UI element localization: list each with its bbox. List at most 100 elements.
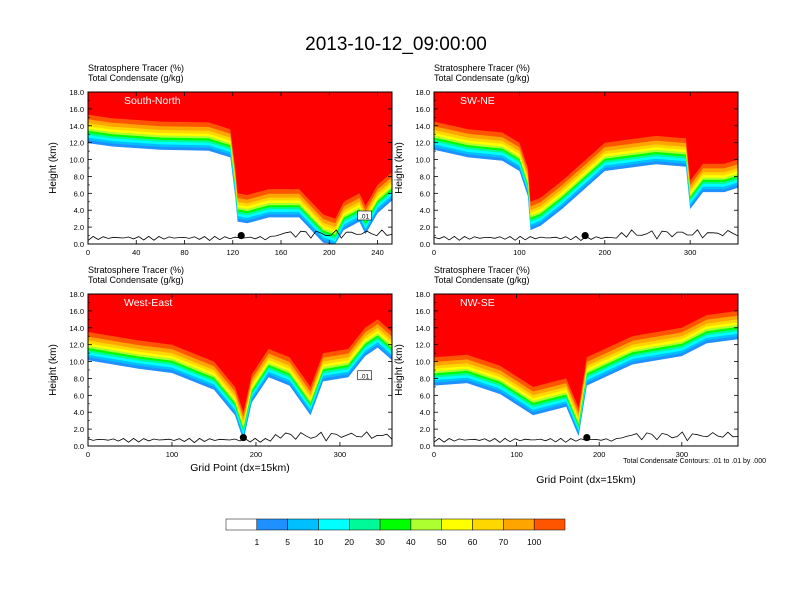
panel-1-tracer-label: Stratosphere Tracer (%): [88, 63, 184, 73]
panel-4-condensate-label: Total Condensate (g/kg): [434, 275, 530, 285]
colorbar-swatch: [379, 518, 412, 531]
colorbar-level-label: 40: [406, 537, 416, 547]
panel-2-condensate-label: Total Condensate (g/kg): [434, 73, 530, 83]
panel-1-ytick-label: 8.0: [74, 172, 84, 181]
panel-3-xtick-label: 100: [166, 450, 179, 459]
panel-4-location-marker: [583, 433, 591, 442]
panel-3-ytick-label: 10.0: [69, 358, 84, 367]
panel-3-ytick-label: 0.0: [74, 442, 84, 451]
colorbar-level-label: 30: [375, 537, 385, 547]
colorbar-swatch: [503, 518, 535, 531]
panel-2-xtick-label: 0: [432, 248, 436, 257]
colorbar-swatch: [256, 518, 288, 531]
panel-1-location-marker: [237, 231, 245, 240]
panel-4-ytick-label: 2.0: [420, 425, 430, 434]
panel-1-ytick-label: 16.0: [69, 105, 84, 114]
panel-1-xtick-label: 200: [323, 248, 336, 257]
panel-4-tracer-label: Stratosphere Tracer (%): [434, 265, 530, 275]
panel-2-xtick-label: 300: [684, 248, 697, 257]
panel-3-section-label: West-East: [124, 297, 172, 309]
x-axis-title-left: Grid Point (dx=15km): [190, 462, 290, 474]
panel-4-ytick-label: 10.0: [415, 358, 430, 367]
panel-3-tracer-band-1: [88, 294, 392, 413]
panel-1-ytick-label: 0.0: [74, 240, 84, 249]
panel-3-ytick-label: 18.0: [69, 290, 84, 299]
panel-4-ytick-label: 16.0: [415, 307, 430, 316]
panel-3: .01 West-East 0.0 2.0 4.0 6.0 8.0 10.0 12.0 14.0 1…: [48, 290, 393, 459]
panel-1-xtick-label: 240: [371, 248, 384, 257]
colorbar-swatch: [318, 518, 350, 531]
panel-3-condensate-contour: [88, 431, 392, 444]
colorbar-level-label: 70: [499, 537, 509, 547]
panel-4-section-label: NW-SE: [460, 297, 495, 309]
panel-4-xtick-label: 200: [593, 450, 606, 459]
panel-2-xtick-label: 100: [513, 248, 526, 257]
panel-4-ytick-label: 4.0: [420, 408, 430, 417]
panel-4-xtick-label: 300: [676, 450, 689, 459]
panel-3-ytick-label: 14.0: [69, 324, 84, 333]
panel-3-ylabel: Height (km): [48, 344, 59, 396]
panel-2-ytick-label: 12.0: [415, 139, 430, 148]
panel-2-ytick-label: 4.0: [420, 206, 430, 215]
panel-3-tracer-label: Stratosphere Tracer (%): [88, 265, 184, 275]
panel-1-ytick-label: 14.0: [69, 122, 84, 131]
panel-2-ytick-label: 8.0: [420, 172, 430, 181]
panel-4-ytick-label: 18.0: [415, 290, 430, 299]
panel-3-contour-label-box: [357, 370, 372, 381]
colorbar-level-label: 1: [254, 537, 259, 547]
panel-1-contour-label-box: [357, 210, 372, 221]
panel-1-section-label: South-North: [124, 95, 181, 107]
panel-1-ytick-label: 6.0: [74, 189, 84, 198]
x-axis-title-right: Grid Point (dx=15km): [536, 474, 636, 486]
panel-3-ytick-label: 12.0: [69, 341, 84, 350]
panel-4-ytick-label: 6.0: [420, 391, 430, 400]
panel-2-xtick-label: 200: [599, 248, 612, 257]
panel-1: .01 South-North 0.0 2.0 4.0 6.0 8.0 10.0 12.0 14.…: [48, 88, 393, 257]
colorbar: 1 5 10 20 30 40 50 60 70 100: [225, 518, 566, 547]
contour-note: Total Condensate Contours: .01 to .01 by…: [623, 458, 766, 465]
panel-2-ytick-label: 14.0: [415, 122, 430, 131]
panel-2-location-marker: [581, 231, 589, 240]
panel-1-xtick-label: 0: [86, 248, 90, 257]
panel-3-ytick-label: 2.0: [74, 425, 84, 434]
colorbar-swatch: [441, 518, 473, 531]
panel-4-ytick-label: 14.0: [415, 324, 430, 333]
panel-1-ytick-label: 12.0: [69, 139, 84, 148]
colorbar-level-label: 20: [345, 537, 355, 547]
panel-2-ytick-label: 2.0: [420, 223, 430, 232]
panel-2-ytick-label: 0.0: [420, 240, 430, 249]
panel-3-ytick-label: 8.0: [74, 374, 84, 383]
colorbar-level-label: 60: [468, 537, 478, 547]
panel-1-ytick-label: 18.0: [69, 88, 84, 97]
panel-4-ylabel: Height (km): [394, 344, 405, 396]
panel-3-ytick-label: 16.0: [69, 307, 84, 316]
colorbar-swatch: [410, 518, 442, 531]
panel-1-condensate-label: Total Condensate (g/kg): [88, 73, 184, 83]
panel-2-ytick-label: 18.0: [415, 88, 430, 97]
colorbar-swatch: [472, 518, 504, 531]
panel-4-xtick-label: 100: [510, 450, 523, 459]
panel-2-ytick-label: 10.0: [415, 156, 430, 165]
colorbar-swatch: [349, 518, 381, 531]
panel-4-xtick-label: 0: [432, 450, 436, 459]
colorbar-level-label: 5: [285, 537, 290, 547]
panel-2-ylabel: Height (km): [394, 142, 405, 194]
colorbar-level-label: 50: [437, 537, 447, 547]
colorbar-level-label: 100: [527, 537, 541, 547]
panel-1-xtick-label: 160: [275, 248, 288, 257]
panel-4-ytick-label: 0.0: [420, 442, 430, 451]
panel-2: SW-NE 0.0 2.0 4.0 6.0 8.0 10.0 12.0 14.0 16.0 18.0…: [394, 88, 739, 257]
panel-1-xtick-label: 80: [180, 248, 188, 257]
panel-2-section-label: SW-NE: [460, 95, 495, 107]
panel-1-contour-label: .01: [360, 213, 369, 220]
panel-1-ylabel: Height (km): [48, 142, 59, 194]
panel-3-xtick-label: 300: [334, 450, 347, 459]
panel-3-condensate-label: Total Condensate (g/kg): [88, 275, 184, 285]
panel-3-xtick-label: 200: [250, 450, 263, 459]
colorbar-swatch: [287, 518, 319, 531]
panel-1-ytick-label: 2.0: [74, 223, 84, 232]
panel-3-xtick-label: 0: [86, 450, 90, 459]
panel-3-location-marker: [239, 433, 247, 442]
panel-4: NW-SE 0.0 2.0 4.0 6.0 8.0 10.0 12.0 14.0 16.0 18.0…: [394, 290, 739, 459]
